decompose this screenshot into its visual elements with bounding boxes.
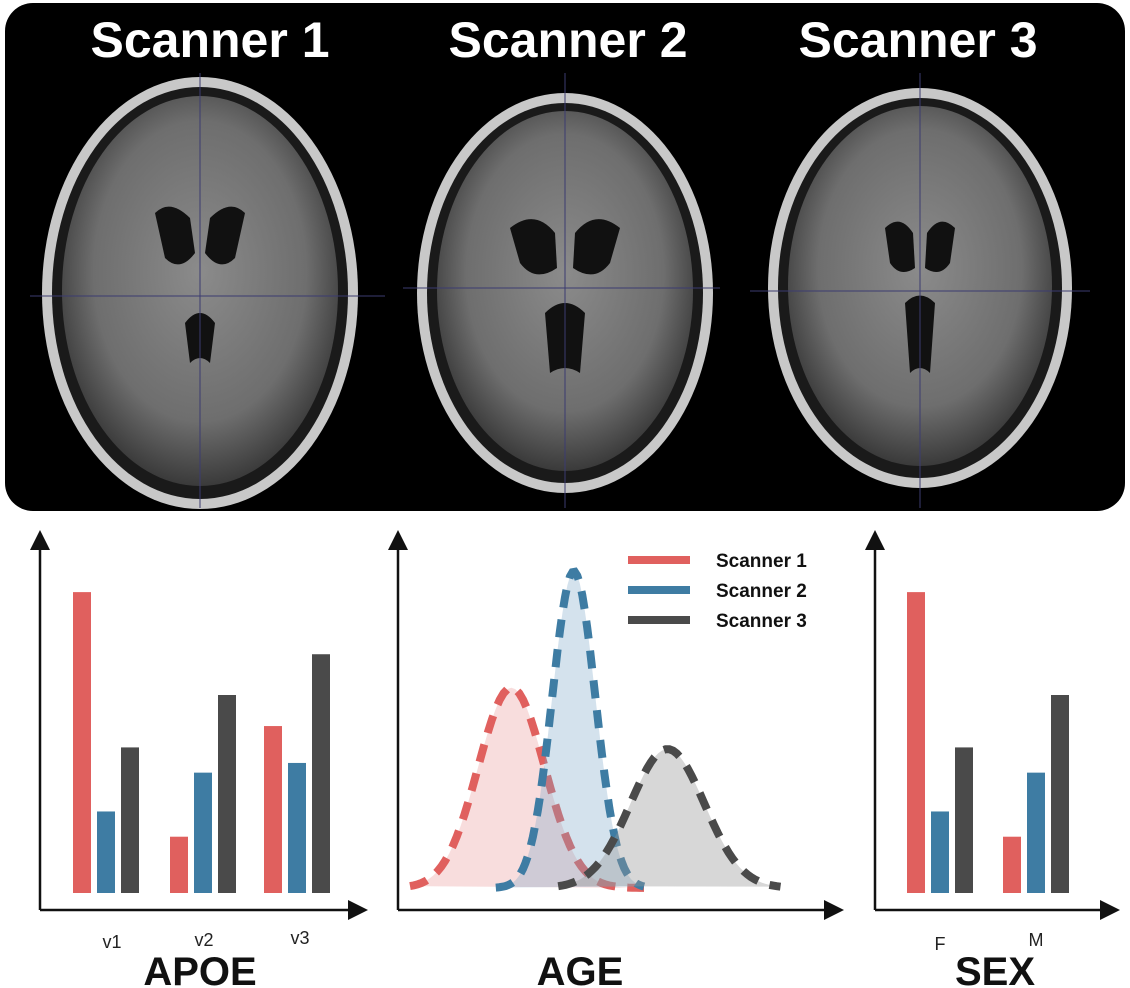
apoe-bar-v3-scanner-3	[312, 654, 330, 893]
age-legend: Scanner 1 Scanner 2 Scanner 3	[628, 551, 807, 632]
apoe-bar-v2-scanner-3	[218, 695, 236, 893]
sex-bar-f-scanner-2	[931, 811, 949, 893]
sex-title: SEX	[955, 950, 1035, 988]
brain-scan-2	[403, 73, 720, 508]
scanner-1-title: Scanner 1	[90, 12, 330, 68]
legend-label-scanner-3: Scanner 3	[716, 611, 807, 632]
sex-tick-m: M	[1029, 930, 1044, 950]
apoe-bar-v2-scanner-2	[194, 772, 212, 893]
legend-label-scanner-1: Scanner 1	[716, 551, 807, 572]
mri-brain-images	[30, 73, 1090, 509]
apoe-tick-v3: v3	[290, 928, 309, 948]
sex-bar-m-scanner-3	[1051, 695, 1069, 893]
sex-tick-f: F	[935, 934, 946, 954]
scanner-2-title: Scanner 2	[448, 12, 688, 68]
sex-bar-m-scanner-1	[1003, 836, 1021, 893]
sex-bar-f-scanner-3	[955, 747, 973, 893]
sex-bars	[907, 592, 1069, 893]
brain-scan-3	[750, 73, 1090, 508]
apoe-bar-v2-scanner-1	[170, 836, 188, 893]
age-curves	[409, 567, 782, 892]
apoe-bars	[73, 592, 330, 893]
apoe-bar-v3-scanner-1	[264, 726, 282, 893]
apoe-bar-v1-scanner-2	[97, 811, 115, 893]
mri-panel: Scanner 1 Scanner 2 Scanner 3	[5, 3, 1125, 511]
sex-bar-m-scanner-2	[1027, 772, 1045, 893]
apoe-tick-v2: v2	[194, 930, 213, 950]
age-area-scanner-1	[410, 687, 644, 888]
age-title: AGE	[537, 950, 624, 988]
brain-scan-1	[30, 73, 385, 509]
apoe-tick-v1: v1	[102, 932, 121, 952]
age-curve-scanner-3	[557, 745, 782, 891]
apoe-title: APOE	[143, 950, 256, 988]
age-curve-scanner-2	[495, 567, 646, 892]
age-curve-scanner-1	[409, 683, 644, 892]
apoe-bar-v1-scanner-1	[73, 592, 91, 893]
sex-bar-f-scanner-1	[907, 592, 925, 893]
scanner-3-title: Scanner 3	[798, 12, 1038, 68]
apoe-bar-v3-scanner-2	[288, 762, 306, 893]
legend-label-scanner-2: Scanner 2	[716, 581, 807, 602]
apoe-bar-v1-scanner-3	[121, 747, 139, 893]
